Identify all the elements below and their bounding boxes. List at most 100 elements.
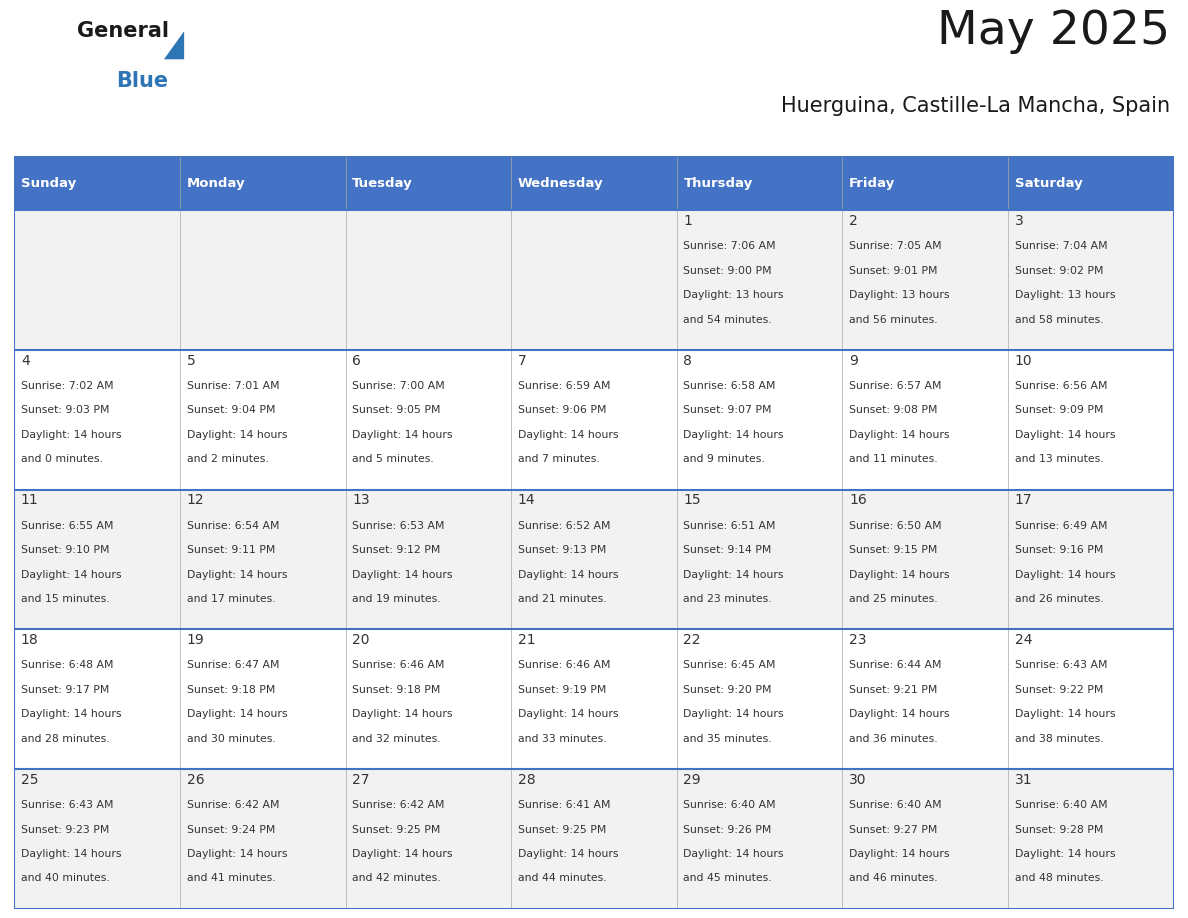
Text: Daylight: 14 hours: Daylight: 14 hours: [21, 849, 121, 859]
Text: 31: 31: [1015, 773, 1032, 787]
Text: Sunrise: 6:48 AM: Sunrise: 6:48 AM: [21, 660, 113, 670]
Bar: [1009, 156, 1174, 210]
Text: 22: 22: [683, 633, 701, 647]
Text: Daylight: 14 hours: Daylight: 14 hours: [518, 569, 618, 579]
Text: Sunrise: 7:01 AM: Sunrise: 7:01 AM: [187, 381, 279, 391]
Text: Sunset: 9:25 PM: Sunset: 9:25 PM: [518, 824, 606, 834]
Text: 15: 15: [683, 494, 701, 508]
Text: Sunset: 9:08 PM: Sunset: 9:08 PM: [849, 406, 937, 416]
Text: 20: 20: [352, 633, 369, 647]
Text: Daylight: 14 hours: Daylight: 14 hours: [849, 710, 949, 720]
Text: Sunrise: 6:52 AM: Sunrise: 6:52 AM: [518, 521, 611, 531]
Text: and 42 minutes.: and 42 minutes.: [352, 873, 441, 883]
Text: Sunset: 9:22 PM: Sunset: 9:22 PM: [1015, 685, 1104, 695]
Text: Daylight: 14 hours: Daylight: 14 hours: [352, 710, 453, 720]
Text: 24: 24: [1015, 633, 1032, 647]
Text: Daylight: 14 hours: Daylight: 14 hours: [1015, 569, 1116, 579]
Text: Sunset: 9:23 PM: Sunset: 9:23 PM: [21, 824, 109, 834]
Text: 11: 11: [21, 494, 39, 508]
Text: Sunrise: 7:04 AM: Sunrise: 7:04 AM: [1015, 241, 1107, 252]
Text: and 15 minutes.: and 15 minutes.: [21, 594, 109, 604]
Text: 27: 27: [352, 773, 369, 787]
Text: Daylight: 14 hours: Daylight: 14 hours: [849, 849, 949, 859]
Text: Sunrise: 6:44 AM: Sunrise: 6:44 AM: [849, 660, 942, 670]
Text: Daylight: 14 hours: Daylight: 14 hours: [683, 569, 784, 579]
Text: Daylight: 14 hours: Daylight: 14 hours: [683, 710, 784, 720]
Text: and 35 minutes.: and 35 minutes.: [683, 733, 772, 744]
Text: Daylight: 14 hours: Daylight: 14 hours: [849, 430, 949, 440]
Text: Daylight: 14 hours: Daylight: 14 hours: [21, 569, 121, 579]
Text: and 23 minutes.: and 23 minutes.: [683, 594, 772, 604]
Text: Sunset: 9:15 PM: Sunset: 9:15 PM: [849, 545, 937, 555]
Text: Daylight: 14 hours: Daylight: 14 hours: [352, 569, 453, 579]
Text: and 41 minutes.: and 41 minutes.: [187, 873, 276, 883]
Text: 9: 9: [849, 353, 858, 368]
Text: Sunrise: 6:46 AM: Sunrise: 6:46 AM: [352, 660, 444, 670]
Text: Sunset: 9:00 PM: Sunset: 9:00 PM: [683, 265, 772, 275]
Text: 17: 17: [1015, 494, 1032, 508]
Text: Sunrise: 6:42 AM: Sunrise: 6:42 AM: [352, 800, 444, 810]
Polygon shape: [164, 31, 184, 60]
Bar: [511, 156, 677, 210]
Text: Sunset: 9:21 PM: Sunset: 9:21 PM: [849, 685, 937, 695]
Text: Sunrise: 6:58 AM: Sunrise: 6:58 AM: [683, 381, 776, 391]
Text: 21: 21: [518, 633, 536, 647]
Text: Sunset: 9:24 PM: Sunset: 9:24 PM: [187, 824, 274, 834]
Text: Sunset: 9:26 PM: Sunset: 9:26 PM: [683, 824, 772, 834]
Text: Saturday: Saturday: [1015, 176, 1082, 190]
Text: Sunrise: 6:49 AM: Sunrise: 6:49 AM: [1015, 521, 1107, 531]
Text: and 21 minutes.: and 21 minutes.: [518, 594, 606, 604]
Text: Wednesday: Wednesday: [518, 176, 604, 190]
Text: and 54 minutes.: and 54 minutes.: [683, 315, 772, 325]
Bar: [677, 156, 842, 210]
Text: Sunset: 9:11 PM: Sunset: 9:11 PM: [187, 545, 274, 555]
Text: Sunrise: 6:50 AM: Sunrise: 6:50 AM: [849, 521, 942, 531]
Text: Sunset: 9:16 PM: Sunset: 9:16 PM: [1015, 545, 1104, 555]
Text: and 30 minutes.: and 30 minutes.: [187, 733, 276, 744]
Text: Sunrise: 6:45 AM: Sunrise: 6:45 AM: [683, 660, 776, 670]
Text: Daylight: 13 hours: Daylight: 13 hours: [1015, 290, 1116, 300]
Text: and 56 minutes.: and 56 minutes.: [849, 315, 937, 325]
Bar: [842, 156, 1009, 210]
Text: Sunset: 9:01 PM: Sunset: 9:01 PM: [849, 265, 937, 275]
Text: Sunrise: 6:40 AM: Sunrise: 6:40 AM: [849, 800, 942, 810]
Text: Daylight: 14 hours: Daylight: 14 hours: [21, 710, 121, 720]
Bar: [179, 156, 346, 210]
Text: and 40 minutes.: and 40 minutes.: [21, 873, 109, 883]
Text: Sunrise: 6:41 AM: Sunrise: 6:41 AM: [518, 800, 611, 810]
Bar: [14, 489, 1174, 630]
Text: Daylight: 14 hours: Daylight: 14 hours: [352, 849, 453, 859]
Text: and 9 minutes.: and 9 minutes.: [683, 454, 765, 465]
Text: 6: 6: [352, 353, 361, 368]
Text: 28: 28: [518, 773, 536, 787]
Text: and 44 minutes.: and 44 minutes.: [518, 873, 606, 883]
Text: Daylight: 14 hours: Daylight: 14 hours: [352, 430, 453, 440]
Text: 18: 18: [21, 633, 39, 647]
Text: 3: 3: [1015, 214, 1024, 228]
Text: and 33 minutes.: and 33 minutes.: [518, 733, 606, 744]
Text: Sunset: 9:12 PM: Sunset: 9:12 PM: [352, 545, 441, 555]
Text: Sunrise: 7:06 AM: Sunrise: 7:06 AM: [683, 241, 776, 252]
Text: Sunset: 9:06 PM: Sunset: 9:06 PM: [518, 406, 606, 416]
Text: Sunset: 9:19 PM: Sunset: 9:19 PM: [518, 685, 606, 695]
Text: and 2 minutes.: and 2 minutes.: [187, 454, 268, 465]
Bar: [14, 630, 1174, 769]
Text: 13: 13: [352, 494, 369, 508]
Text: and 36 minutes.: and 36 minutes.: [849, 733, 937, 744]
Text: and 0 minutes.: and 0 minutes.: [21, 454, 102, 465]
Bar: [14, 156, 179, 210]
Text: Sunrise: 6:55 AM: Sunrise: 6:55 AM: [21, 521, 113, 531]
Text: Daylight: 14 hours: Daylight: 14 hours: [1015, 430, 1116, 440]
Text: Sunday: Sunday: [21, 176, 76, 190]
Text: Sunset: 9:28 PM: Sunset: 9:28 PM: [1015, 824, 1104, 834]
Text: Sunset: 9:03 PM: Sunset: 9:03 PM: [21, 406, 109, 416]
Text: and 25 minutes.: and 25 minutes.: [849, 594, 937, 604]
Text: Sunrise: 6:42 AM: Sunrise: 6:42 AM: [187, 800, 279, 810]
Text: Daylight: 14 hours: Daylight: 14 hours: [518, 710, 618, 720]
Text: Sunrise: 6:53 AM: Sunrise: 6:53 AM: [352, 521, 444, 531]
Text: 7: 7: [518, 353, 526, 368]
Bar: [14, 769, 1174, 909]
Text: 10: 10: [1015, 353, 1032, 368]
Text: Monday: Monday: [187, 176, 245, 190]
Text: Sunrise: 7:00 AM: Sunrise: 7:00 AM: [352, 381, 446, 391]
